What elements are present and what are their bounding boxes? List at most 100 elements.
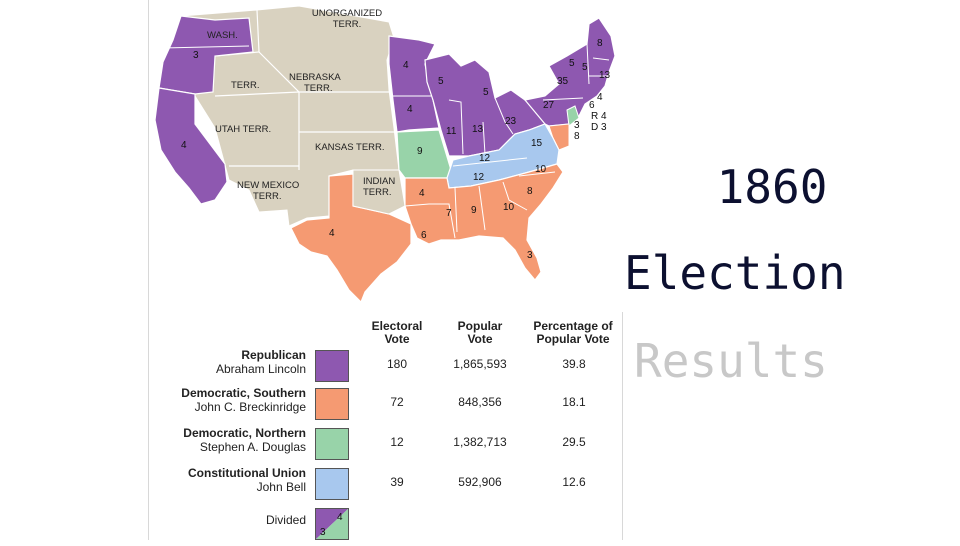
party-color-swatch — [315, 428, 349, 460]
party-label: Constitutional Union — [188, 466, 306, 480]
ev-new-jersey-r: R 4 — [591, 111, 607, 122]
slide-title: 1860 Election Results — [624, 0, 960, 540]
ev-ohio: 23 — [505, 116, 517, 127]
ev-missouri: 9 — [417, 146, 423, 157]
header-popular-line1: Popular — [457, 319, 503, 333]
new-jersey — [566, 105, 580, 127]
california — [154, 87, 228, 205]
results-legend: Electoral Vote Popular Vote Percentage of P… — [149, 312, 624, 540]
ev-minnesota: 4 — [403, 60, 409, 71]
popular-vote: 1,865,593 — [453, 357, 507, 371]
legend-row-republican: Republican Abraham Lincoln 180 1,865,593 … — [149, 348, 624, 388]
header-popular-vote: Popular Vote — [435, 320, 525, 346]
ev-mississippi: 7 — [446, 208, 452, 219]
popular-vote: 1,382,713 — [453, 435, 507, 449]
header-electoral-line1: Electoral — [371, 319, 423, 333]
divided-left-number: 3 — [320, 527, 326, 538]
label-utah-terr: UTAH TERR. — [215, 124, 271, 135]
header-percent-line1: Percentage of — [533, 319, 613, 333]
percent-vote: 12.6 — [562, 475, 586, 489]
title-results: Results — [634, 334, 828, 388]
percent-vote: 18.1 — [562, 395, 586, 409]
party-name: Democratic, Southern John C. Breckinridge — [181, 386, 306, 414]
legend-row-divided: Divided 3 4 — [149, 506, 624, 546]
header-electoral-line2: Vote — [384, 332, 410, 346]
candidate-label: John Bell — [256, 480, 306, 494]
ev-new-hampshire: 5 — [582, 62, 588, 73]
label-kansas-terr: KANSAS TERR. — [315, 142, 385, 153]
ev-florida: 3 — [527, 250, 533, 261]
label-new-mexico-terr: NEW MEXICO TERR. — [237, 180, 299, 202]
ev-iowa: 4 — [407, 104, 413, 115]
header-electoral-vote: Electoral Vote — [352, 320, 442, 346]
header-percentage: Percentage of Popular Vote — [521, 320, 625, 346]
ev-maryland: 8 — [574, 131, 580, 142]
label-indian-terr: INDIAN TERR. — [363, 176, 395, 198]
popular-vote: 848,356 — [458, 395, 502, 409]
electoral-vote: 12 — [390, 435, 404, 449]
ev-pennsylvania: 27 — [543, 100, 555, 111]
indian-territory — [352, 169, 406, 215]
ev-oregon: 3 — [193, 50, 199, 61]
legend-row-democratic-southern: Democratic, Southern John C. Breckinridge… — [149, 386, 624, 426]
party-name: Republican Abraham Lincoln — [216, 348, 306, 376]
label-wash: WASH. — [207, 30, 238, 41]
ev-rhode-island: 4 — [597, 92, 603, 103]
legend-row-constitutional-union: Constitutional Union John Bell 39 592,906… — [149, 466, 624, 506]
electoral-vote: 180 — [386, 357, 408, 371]
ev-new-jersey-d: D 3 — [591, 122, 607, 133]
ev-california: 4 — [181, 140, 187, 151]
ev-indiana: 13 — [472, 124, 484, 135]
electoral-vote: 72 — [390, 395, 404, 409]
party-name: Constitutional Union John Bell — [188, 466, 306, 494]
ev-louisiana: 6 — [421, 230, 427, 241]
percent-vote: 39.8 — [562, 357, 586, 371]
candidate-label: Abraham Lincoln — [215, 362, 306, 376]
popular-vote: 592,906 — [458, 475, 502, 489]
label-unorganized-terr: UNORGANIZED TERR. — [312, 8, 382, 30]
title-year: 1860 — [716, 160, 828, 214]
party-label: Democratic, Southern — [181, 386, 306, 400]
ev-georgia: 10 — [503, 202, 515, 213]
divided-label: Divided — [265, 513, 306, 527]
title-election: Election — [624, 246, 846, 300]
party-color-swatch — [315, 350, 349, 382]
party-label: Democratic, Northern — [183, 426, 306, 440]
map-panel: UNORGANIZED TERR. WASH. NEBRASKA TERR. TER… — [148, 0, 624, 540]
ev-north-carolina: 10 — [535, 164, 547, 175]
candidate-label: Stephen A. Douglas — [199, 440, 306, 454]
ev-south-carolina: 8 — [527, 186, 533, 197]
party-name: Democratic, Northern Stephen A. Douglas — [183, 426, 306, 454]
divided-swatch: 3 4 — [315, 508, 349, 540]
ev-new-york: 35 — [557, 76, 569, 87]
ev-alabama: 9 — [471, 205, 477, 216]
party-color-swatch — [315, 468, 349, 500]
ev-texas: 4 — [329, 228, 335, 239]
ev-kentucky: 12 — [479, 153, 491, 164]
percent-vote: 29.5 — [562, 435, 586, 449]
ev-virginia: 15 — [531, 138, 543, 149]
ev-vermont: 5 — [569, 58, 575, 69]
electoral-vote: 39 — [390, 475, 404, 489]
oregon-washington — [158, 15, 254, 95]
ev-maine: 8 — [597, 38, 603, 49]
header-popular-line2: Vote — [467, 332, 493, 346]
ev-tennessee: 12 — [473, 172, 485, 183]
party-color-swatch — [315, 388, 349, 420]
candidate-label: John C. Breckinridge — [194, 400, 306, 414]
divided-right-number: 4 — [337, 512, 343, 523]
legend-row-democratic-northern: Democratic, Northern Stephen A. Douglas 1… — [149, 426, 624, 466]
header-percent-line2: Popular Vote — [536, 332, 610, 346]
us-1860-electoral-map: UNORGANIZED TERR. WASH. NEBRASKA TERR. TER… — [149, 0, 624, 312]
ev-wisconsin: 5 — [438, 76, 444, 87]
label-terr: TERR. — [231, 80, 260, 91]
ev-illinois: 11 — [446, 126, 457, 137]
ev-connecticut: 6 — [589, 100, 595, 111]
ev-michigan: 5 — [483, 87, 489, 98]
ev-arkansas: 4 — [419, 188, 425, 199]
ev-massachusetts: 13 — [599, 70, 611, 81]
label-nebraska-terr: NEBRASKA TERR. — [289, 72, 341, 94]
party-label: Republican — [241, 348, 306, 362]
ev-delaware: 3 — [574, 120, 580, 131]
